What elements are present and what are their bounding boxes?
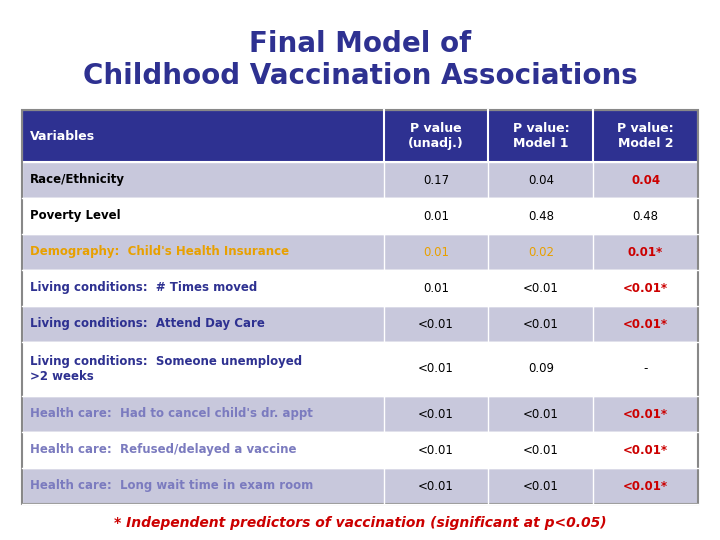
- Text: 0.48: 0.48: [633, 210, 659, 222]
- Text: Poverty Level: Poverty Level: [30, 210, 121, 222]
- Text: <0.01: <0.01: [418, 362, 454, 375]
- Bar: [22, 162, 698, 198]
- Text: P value
(unadj.): P value (unadj.): [408, 122, 464, 150]
- Text: Childhood Vaccination Associations: Childhood Vaccination Associations: [83, 62, 637, 90]
- Text: Health care:  Long wait time in exam room: Health care: Long wait time in exam room: [30, 480, 313, 492]
- Bar: [22, 342, 698, 396]
- Text: 0.02: 0.02: [528, 246, 554, 259]
- Text: Race/Ethnicity: Race/Ethnicity: [30, 173, 125, 186]
- Text: 0.09: 0.09: [528, 362, 554, 375]
- Text: 0.04: 0.04: [528, 173, 554, 186]
- Text: 0.01: 0.01: [423, 246, 449, 259]
- Text: <0.01*: <0.01*: [623, 443, 668, 456]
- Bar: [22, 468, 698, 504]
- Bar: [22, 306, 698, 342]
- Text: 0.01*: 0.01*: [628, 246, 663, 259]
- Text: Living conditions:  # Times moved: Living conditions: # Times moved: [30, 281, 257, 294]
- Text: <0.01: <0.01: [523, 408, 559, 421]
- Text: <0.01*: <0.01*: [623, 408, 668, 421]
- Text: <0.01: <0.01: [523, 281, 559, 294]
- Text: * Independent predictors of vaccination (significant at p<0.05): * Independent predictors of vaccination …: [114, 516, 606, 530]
- Bar: [22, 110, 698, 162]
- Text: 0.01: 0.01: [423, 210, 449, 222]
- Text: <0.01: <0.01: [418, 443, 454, 456]
- Text: Variables: Variables: [30, 130, 95, 143]
- Text: Health care:  Had to cancel child's dr. appt: Health care: Had to cancel child's dr. a…: [30, 408, 313, 421]
- Bar: [22, 110, 698, 504]
- Text: 0.01: 0.01: [423, 281, 449, 294]
- Text: 0.48: 0.48: [528, 210, 554, 222]
- Bar: [22, 234, 698, 270]
- Text: Final Model of: Final Model of: [249, 30, 471, 58]
- Text: <0.01: <0.01: [418, 318, 454, 330]
- Text: <0.01: <0.01: [523, 480, 559, 492]
- Text: Health care:  Refused/delayed a vaccine: Health care: Refused/delayed a vaccine: [30, 443, 297, 456]
- Bar: [22, 198, 698, 234]
- Text: P value:
Model 1: P value: Model 1: [513, 122, 569, 150]
- Text: P value:
Model 2: P value: Model 2: [617, 122, 674, 150]
- Text: 0.17: 0.17: [423, 173, 449, 186]
- Text: <0.01: <0.01: [418, 408, 454, 421]
- Text: Demography:  Child's Health Insurance: Demography: Child's Health Insurance: [30, 246, 289, 259]
- Bar: [22, 270, 698, 306]
- Text: <0.01: <0.01: [418, 480, 454, 492]
- Bar: [22, 396, 698, 432]
- Text: <0.01*: <0.01*: [623, 480, 668, 492]
- Text: <0.01: <0.01: [523, 318, 559, 330]
- Text: <0.01*: <0.01*: [623, 318, 668, 330]
- Bar: [22, 432, 698, 468]
- Text: Living conditions:  Someone unemployed
>2 weeks: Living conditions: Someone unemployed >2…: [30, 355, 302, 382]
- Text: 0.04: 0.04: [631, 173, 660, 186]
- Text: -: -: [644, 362, 648, 375]
- Text: <0.01: <0.01: [523, 443, 559, 456]
- Text: Living conditions:  Attend Day Care: Living conditions: Attend Day Care: [30, 318, 265, 330]
- Text: <0.01*: <0.01*: [623, 281, 668, 294]
